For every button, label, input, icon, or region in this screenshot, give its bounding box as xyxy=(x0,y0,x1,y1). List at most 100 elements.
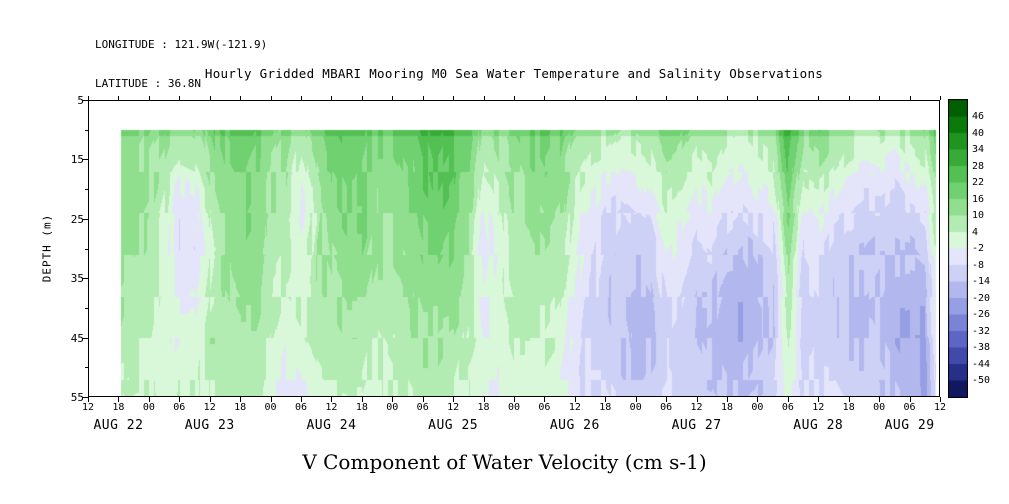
x-tick-mark xyxy=(270,397,272,402)
colorbar-tick-label: 34 xyxy=(972,144,985,155)
x-tick-mark xyxy=(422,397,424,402)
colorbar-tick-label: 46 xyxy=(972,111,985,122)
x-tick-label: 12 xyxy=(203,402,216,413)
x-tick-mark xyxy=(787,397,789,402)
x-tick-mark xyxy=(635,397,637,402)
y-tick-mark xyxy=(82,100,88,101)
x-tick-label: 06 xyxy=(903,402,916,413)
x-axis-day-label: AUG 25 xyxy=(428,418,479,433)
y-tick-label: 25 xyxy=(70,212,84,226)
plot-title: Hourly Gridded MBARI Mooring M0 Sea Wate… xyxy=(204,66,824,81)
x-tick-mark-top xyxy=(909,96,911,100)
x-tick-mark-top xyxy=(757,96,759,100)
x-tick-mark xyxy=(574,397,576,402)
x-tick-mark xyxy=(848,397,850,402)
colorbar-tick-label: -8 xyxy=(972,259,985,271)
x-axis-day-label: AUG 27 xyxy=(671,418,722,433)
colorbar-tick-label: 22 xyxy=(972,177,985,188)
x-tick-mark-top xyxy=(118,96,120,100)
colorbar-tick-label: -38 xyxy=(972,342,991,353)
x-tick-mark-top xyxy=(727,96,728,100)
x-tick-mark-top xyxy=(666,96,668,100)
x-tick-mark-top xyxy=(818,96,820,100)
x-tick-mark-top xyxy=(940,96,941,100)
x-tick-label: 00 xyxy=(386,402,399,413)
x-tick-label: 06 xyxy=(416,402,429,413)
x-tick-mark-top xyxy=(453,96,455,100)
x-axis-day-label: AUG 23 xyxy=(184,418,235,433)
x-tick-mark xyxy=(605,397,607,402)
y-tick-mark xyxy=(82,278,88,280)
x-tick-mark xyxy=(118,397,120,402)
x-tick-mark xyxy=(179,397,181,402)
y-tick-mark xyxy=(82,337,88,339)
y-minor-tick-mark xyxy=(85,307,88,309)
x-tick-label: 00 xyxy=(142,402,155,413)
x-tick-label: 18 xyxy=(355,402,368,413)
x-tick-label: 06 xyxy=(538,402,551,413)
colorbar-tick-label: 4 xyxy=(972,226,979,238)
colorbar-tick-label: 10 xyxy=(972,210,985,221)
x-tick-label: 18 xyxy=(842,402,855,413)
x-tick-label: 12 xyxy=(933,402,947,413)
x-tick-label: 06 xyxy=(781,402,794,413)
x-tick-mark xyxy=(544,397,546,402)
y-minor-tick-mark xyxy=(85,189,88,191)
x-tick-mark xyxy=(879,397,881,402)
x-tick-mark xyxy=(483,397,485,402)
x-tick-mark-top xyxy=(787,96,789,100)
colorbar-tick-label: -26 xyxy=(972,309,991,320)
y-tick-label: 35 xyxy=(70,272,84,286)
x-tick-label: 12 xyxy=(447,402,460,413)
x-axis-day-label: AUG 24 xyxy=(306,418,357,433)
x-tick-label: 00 xyxy=(264,402,277,413)
x-tick-mark xyxy=(514,397,515,402)
y-tick-mark xyxy=(82,218,88,220)
y-minor-tick-mark xyxy=(85,367,88,369)
x-tick-label: 12 xyxy=(325,402,338,413)
x-tick-mark-top xyxy=(209,96,211,100)
x-tick-label: 06 xyxy=(294,402,308,413)
x-axis-day-label: AUG 26 xyxy=(549,418,600,433)
x-tick-mark xyxy=(331,397,333,402)
latitude-label: LATITUDE : 36.8N xyxy=(95,77,201,90)
heatmap-canvas xyxy=(88,100,940,397)
x-tick-label: 18 xyxy=(599,402,612,413)
y-axis-title: DEPTH (m) xyxy=(40,213,54,283)
x-tick-label: 12 xyxy=(81,402,95,413)
x-tick-mark-top xyxy=(605,96,607,100)
y-minor-tick-mark xyxy=(85,129,88,131)
x-tick-label: 18 xyxy=(477,402,490,413)
x-tick-mark-top xyxy=(635,96,637,100)
x-axis-day-label: AUG 29 xyxy=(884,418,935,433)
colorbar-tick-label: -44 xyxy=(972,358,991,370)
x-tick-label: 00 xyxy=(507,402,521,413)
y-tick-label: 55 xyxy=(70,391,84,404)
colorbar-tick-label: -32 xyxy=(972,325,991,337)
y-tick-label: 5 xyxy=(77,94,84,107)
x-tick-label: 12 xyxy=(690,402,703,413)
x-tick-mark xyxy=(909,397,911,402)
y-tick-label: 45 xyxy=(70,331,84,345)
colorbar-tick-label: -14 xyxy=(972,276,991,287)
x-tick-label: 00 xyxy=(629,402,642,413)
longitude-label: LONGITUDE : 121.9W(-121.9) xyxy=(95,38,268,51)
x-tick-mark-top xyxy=(392,96,394,100)
y-tick-label: 15 xyxy=(70,153,84,167)
x-tick-mark-top xyxy=(696,96,698,100)
colorbar-tick-label: 40 xyxy=(972,127,985,139)
x-tick-mark-top xyxy=(514,96,515,100)
x-tick-mark-top xyxy=(148,96,150,100)
x-tick-mark xyxy=(818,397,820,402)
colorbar-tick-label: 16 xyxy=(972,193,985,205)
figure-caption: V Component of Water Velocity (cm s-1) xyxy=(302,450,707,474)
x-tick-mark xyxy=(666,397,668,402)
colorbar-tick-label: 28 xyxy=(972,160,985,172)
x-tick-mark-top xyxy=(301,96,302,100)
x-tick-label: 06 xyxy=(660,402,673,413)
x-tick-label: 06 xyxy=(173,402,186,413)
x-tick-mark xyxy=(209,397,211,402)
y-minor-tick-mark xyxy=(85,248,88,250)
x-tick-mark-top xyxy=(422,96,424,100)
